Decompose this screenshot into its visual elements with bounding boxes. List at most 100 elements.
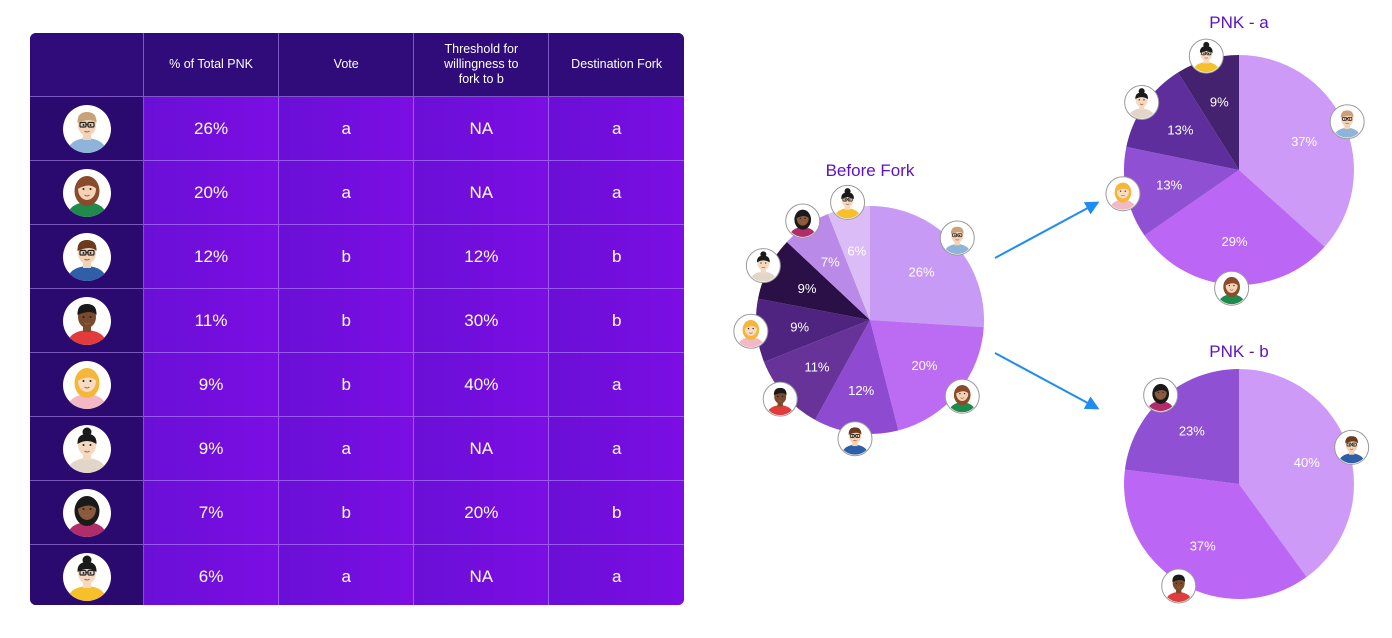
cell-vote: a	[278, 544, 414, 605]
pie-avatar	[1334, 429, 1370, 465]
pie-slice	[1239, 55, 1354, 247]
cell-vote: a	[278, 416, 414, 481]
table-row: 9% a NA a	[30, 416, 684, 481]
pie-before-fork: Before Fork 26% 20% 12% 11% 9% 9% 7% 6%	[733, 161, 984, 457]
cell-destination: a	[548, 160, 684, 225]
cell-destination: a	[548, 544, 684, 605]
table-row: 12% b 12% b	[30, 224, 684, 289]
pie-slice	[828, 206, 870, 320]
pie-avatar	[939, 220, 975, 256]
pie-slice-label: 12%	[848, 383, 874, 398]
cell-pct-total: 9%	[142, 352, 279, 417]
pie-avatar	[1105, 176, 1141, 212]
cell-threshold: NA	[413, 544, 549, 605]
avatar	[62, 360, 111, 409]
pie-avatar	[944, 378, 980, 414]
cell-pct-total: 7%	[142, 480, 279, 545]
pie-avatar	[1124, 84, 1160, 120]
arrow-to-fork-b	[994, 352, 1100, 410]
pie-avatar	[830, 184, 866, 220]
cell-threshold: 12%	[413, 224, 549, 289]
pie-slice-label: 11%	[804, 360, 829, 375]
pie-pnk-b: PNK - b 40% 37% 23%	[1124, 342, 1370, 604]
avatar-cell	[30, 480, 144, 545]
cell-pct-total: 6%	[142, 544, 279, 605]
cell-vote: a	[278, 160, 414, 225]
header-pct-total: % of Total PNK	[142, 33, 279, 97]
pie-slice	[1144, 170, 1325, 286]
cell-threshold: 20%	[413, 480, 549, 545]
cell-vote: a	[278, 96, 414, 161]
pie-avatar	[1161, 568, 1197, 604]
pie-slice-label: 9%	[1210, 94, 1229, 109]
header-destination: Destination Fork	[548, 33, 684, 97]
cell-destination: b	[548, 288, 684, 353]
cell-vote: b	[278, 352, 414, 417]
avatar-cell	[30, 352, 144, 417]
pie-avatar	[745, 248, 781, 284]
pie-slice	[756, 298, 870, 362]
table-header-row: % of Total PNK Vote Threshold for willin…	[30, 33, 684, 97]
avatar	[62, 296, 111, 345]
cell-threshold: NA	[413, 416, 549, 481]
cell-pct-total: 12%	[142, 224, 279, 289]
pie-avatar	[1329, 104, 1365, 140]
pie-title: Before Fork	[826, 161, 915, 180]
table-row: 11% b 30% b	[30, 288, 684, 353]
table-row: 6% a NA a	[30, 544, 684, 605]
avatar-cell	[30, 416, 144, 481]
pie-slice-label: 7%	[821, 255, 840, 270]
pie-slice	[870, 320, 984, 431]
avatar-cell	[30, 288, 144, 353]
pie-slice-label: 40%	[1294, 455, 1320, 470]
pie-slice	[1177, 55, 1239, 170]
pie-slice	[1123, 146, 1239, 236]
pie-avatar	[1143, 377, 1179, 413]
header-avatar	[30, 33, 144, 97]
header-threshold: Threshold for willingness to fork to b	[413, 33, 549, 97]
cell-destination: a	[548, 96, 684, 161]
cell-pct-total: 11%	[142, 288, 279, 353]
avatar	[62, 552, 111, 601]
pie-slice	[1124, 368, 1239, 484]
pie-slice-label: 9%	[790, 320, 809, 335]
avatar	[62, 488, 111, 537]
cell-threshold: 40%	[413, 352, 549, 417]
cell-pct-total: 20%	[142, 160, 279, 225]
cell-pct-total: 9%	[142, 416, 279, 481]
pie-slice	[758, 241, 870, 320]
avatar-cell	[30, 224, 144, 289]
pie-slice-label: 6%	[847, 244, 866, 259]
cell-destination: a	[548, 352, 684, 417]
pie-pnk-a: PNK - a 37% 29% 13% 13% 9%	[1105, 13, 1365, 306]
pie-slice	[870, 206, 984, 328]
avatar	[62, 168, 111, 217]
pie-avatar	[1188, 38, 1224, 74]
pie-slice	[786, 214, 870, 320]
pie-slice	[815, 320, 899, 435]
cell-destination: b	[548, 480, 684, 545]
pie-slice-label: 29%	[1222, 234, 1248, 249]
pie-slice-label: 20%	[911, 358, 937, 373]
pie-avatar	[837, 421, 873, 457]
cell-vote: b	[278, 480, 414, 545]
avatar-cell	[30, 96, 144, 161]
cell-vote: b	[278, 224, 414, 289]
cell-threshold: 30%	[413, 288, 549, 353]
cell-destination: b	[548, 224, 684, 289]
pie-slice-label: 23%	[1179, 424, 1205, 439]
table-row: 7% b 20% b	[30, 480, 684, 545]
pie-slice-label: 37%	[1190, 538, 1216, 553]
cell-threshold: NA	[413, 96, 549, 161]
pie-slice-label: 26%	[909, 265, 935, 280]
pie-slice	[1124, 469, 1307, 599]
avatar-cell	[30, 160, 144, 225]
header-vote: Vote	[278, 33, 414, 97]
pie-slice-label: 9%	[798, 281, 817, 296]
pie-slice-label: 13%	[1156, 177, 1182, 192]
avatar-cell	[30, 544, 144, 605]
pie-title: PNK - a	[1209, 13, 1269, 32]
cell-pct-total: 26%	[142, 96, 279, 161]
cell-threshold: NA	[413, 160, 549, 225]
